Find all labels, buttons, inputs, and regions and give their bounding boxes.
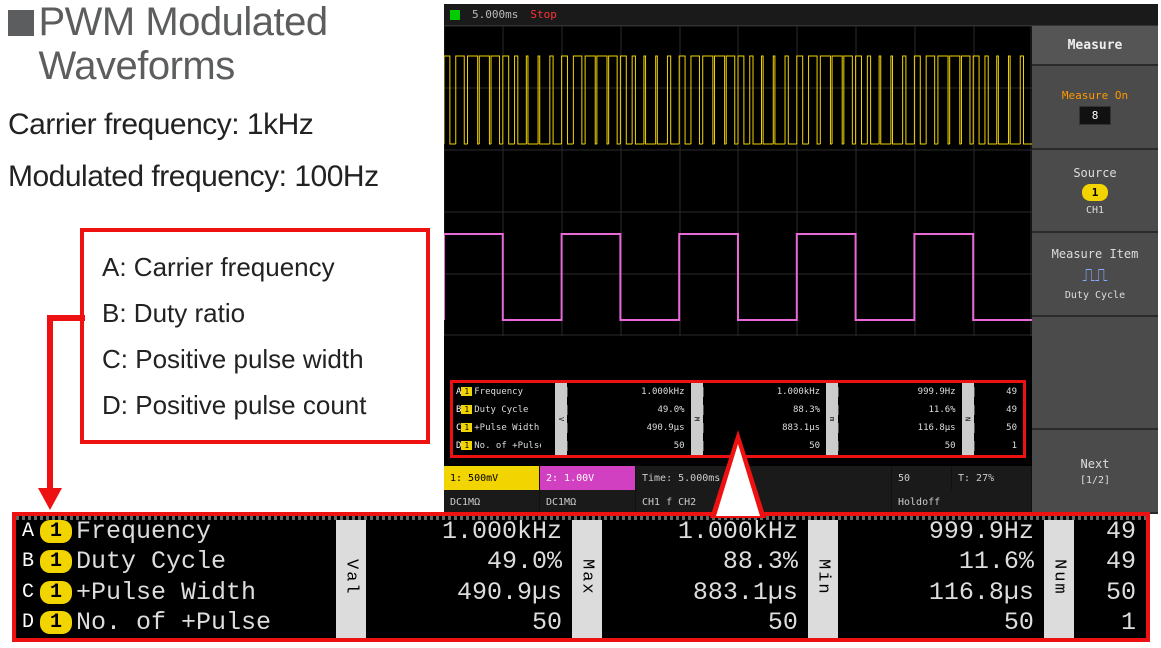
menu-measure-on[interactable]: Measure On 8 — [1032, 66, 1158, 150]
col-header-num: Num — [1044, 516, 1074, 638]
ch1-status: 1: 500mV — [444, 466, 540, 490]
menu-title: Measure — [1032, 26, 1158, 66]
duty-cycle-icon: ⎍⎍ — [1082, 265, 1107, 286]
timebase-label: 5.000ms — [472, 8, 518, 21]
col-min: 999.9Hz 11.6% 116.8µs 50 — [838, 516, 1044, 638]
stop-label: Stop — [530, 8, 557, 21]
page-title: PWM Modulated Waveforms — [38, 0, 327, 88]
legend-box: A: Carrier frequency B: Duty ratio C: Po… — [80, 228, 430, 444]
tmode-status: T: 27% — [952, 466, 1032, 490]
row-c: C1+Pulse Width — [16, 577, 336, 608]
dc2-status: DC1MΩ — [540, 490, 636, 514]
ch-badge-icon: 1 — [40, 550, 72, 573]
connector-v — [47, 315, 53, 495]
spec-carrier: Carrier frequency: 1kHz — [8, 108, 313, 142]
legend-b: B: Duty ratio — [102, 290, 408, 336]
measure-labels-col: A1Frequency B1Duty Cycle C1+Pulse Width … — [16, 516, 336, 638]
legend-a: A: Carrier frequency — [102, 244, 408, 290]
ch-badge-icon: 1 — [40, 611, 72, 634]
measurement-table: A1Frequency B1Duty Cycle C1+Pulse Width … — [12, 512, 1150, 642]
scope-menu: Measure Measure On 8 Source 1 CH1 Measur… — [1032, 26, 1158, 514]
menu-measure-item[interactable]: Measure Item ⎍⎍ Duty Cycle — [1032, 233, 1158, 317]
menu-source[interactable]: Source 1 CH1 — [1032, 150, 1158, 234]
run-indicator-icon — [450, 10, 460, 20]
title-line1: PWM Modulated Waveforms — [38, 0, 327, 88]
title-block: PWM Modulated Waveforms — [8, 0, 328, 88]
menu-spacer — [1032, 317, 1158, 430]
channel-badge-icon: 1 — [1082, 184, 1109, 201]
col-header-val: Val — [336, 516, 366, 638]
col-num: 49 49 50 1 — [1074, 516, 1146, 638]
ch-badge-icon: 1 — [40, 520, 72, 543]
ch2-status: 2: 1.00V — [540, 466, 636, 490]
dc1-status: DC1MΩ — [444, 490, 540, 514]
row-d: D1No. of +Pulse — [16, 608, 336, 639]
magnify-arrow-icon — [710, 430, 766, 518]
row-a: A1Frequency — [16, 516, 336, 547]
ch-badge-icon: 1 — [40, 581, 72, 604]
legend-d: D: Positive pulse count — [102, 382, 408, 428]
col-header-max: Max — [572, 516, 602, 638]
waveform-area — [444, 26, 1032, 336]
col-val: 1.000kHz 49.0% 490.9µs 50 — [366, 516, 572, 638]
col-header-min: Min — [808, 516, 838, 638]
holdoff-status: Holdoff — [892, 490, 1032, 514]
connector-arrow-icon — [38, 488, 62, 510]
waveform-svg — [444, 26, 1032, 336]
legend-c: C: Positive pulse width — [102, 336, 408, 382]
title-bullet — [8, 10, 34, 36]
spec-modulated: Modulated frequency: 100Hz — [8, 160, 379, 194]
oscilloscope-screenshot: 5.000ms Stop — [444, 4, 1158, 514]
row-b: B1Duty Cycle — [16, 547, 336, 578]
menu-next[interactable]: Next [1/2] — [1032, 430, 1158, 514]
scope-topbar: 5.000ms Stop — [444, 4, 1158, 26]
col-max: 1.000kHz 88.3% 883.1µs 50 — [602, 516, 808, 638]
tpos-status: 50 — [892, 466, 952, 490]
